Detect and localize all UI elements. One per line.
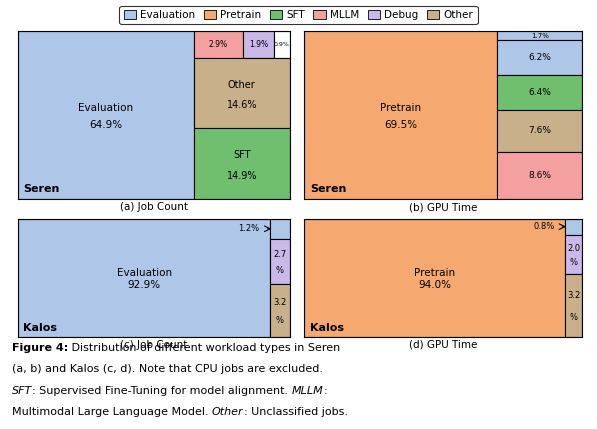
Text: 6.4%: 6.4%	[528, 88, 551, 97]
Text: 1.9%: 1.9%	[249, 40, 268, 49]
Text: 64.9%: 64.9%	[90, 120, 122, 130]
Text: 2.7: 2.7	[273, 250, 287, 259]
Text: Pretrain: Pretrain	[380, 103, 421, 113]
X-axis label: (d) GPU Time: (d) GPU Time	[409, 339, 478, 350]
Bar	[304, 31, 497, 199]
Text: Other: Other	[212, 408, 244, 417]
Text: 3.2: 3.2	[273, 298, 287, 307]
Text: 8.6%: 8.6%	[528, 171, 551, 180]
Text: :: :	[324, 386, 327, 396]
Text: SFT: SFT	[12, 386, 32, 396]
X-axis label: (c) Job Count: (c) Job Count	[120, 339, 187, 350]
Bar	[243, 31, 275, 58]
Legend: Evaluation, Pretrain, SFT, MLLM, Debug, Other: Evaluation, Pretrain, SFT, MLLM, Debug, …	[119, 6, 478, 24]
Text: 14.6%: 14.6%	[227, 100, 257, 110]
Text: Kalos: Kalos	[310, 323, 344, 333]
Bar	[565, 274, 582, 337]
Text: %: %	[276, 316, 284, 325]
Text: 14.9%: 14.9%	[227, 171, 257, 181]
Text: %: %	[570, 257, 578, 266]
Text: 6.2%: 6.2%	[528, 53, 551, 62]
Text: 0.9%: 0.9%	[274, 42, 290, 47]
Text: : Supervised Fine-Tuning for model alignment.: : Supervised Fine-Tuning for model align…	[32, 386, 292, 396]
X-axis label: (a) Job Count: (a) Job Count	[120, 202, 187, 212]
Text: Seren: Seren	[23, 184, 60, 194]
Bar	[497, 152, 582, 199]
Bar	[270, 284, 290, 337]
Text: 7.6%: 7.6%	[528, 127, 551, 136]
Text: 0.8%: 0.8%	[533, 222, 554, 231]
Text: 3.2: 3.2	[567, 291, 580, 300]
Bar	[497, 110, 582, 152]
Text: Multimodal Large Language Model.: Multimodal Large Language Model.	[12, 408, 212, 417]
Text: Other: Other	[228, 80, 256, 90]
Text: 69.5%: 69.5%	[384, 120, 417, 130]
Bar	[497, 75, 582, 110]
Text: %: %	[570, 314, 578, 322]
Bar	[18, 31, 194, 199]
Text: : Unclassified jobs.: : Unclassified jobs.	[244, 408, 347, 417]
X-axis label: (b) GPU Time: (b) GPU Time	[409, 202, 478, 212]
Text: Figure 4:: Figure 4:	[12, 342, 68, 353]
Text: 1.2%: 1.2%	[238, 224, 259, 233]
Text: Evaluation: Evaluation	[116, 268, 172, 278]
Text: MLLM: MLLM	[292, 386, 324, 396]
Text: 1.7%: 1.7%	[531, 33, 549, 39]
Text: 94.0%: 94.0%	[418, 280, 451, 290]
Text: Seren: Seren	[310, 184, 346, 194]
Bar	[497, 31, 582, 40]
Text: %: %	[276, 266, 284, 275]
Bar	[565, 235, 582, 274]
Text: Evaluation: Evaluation	[78, 103, 134, 113]
Bar	[270, 239, 290, 284]
Bar	[275, 31, 290, 58]
Text: Distribution of different workload types in Seren: Distribution of different workload types…	[68, 342, 340, 353]
Text: (a, b) and Kalos (c, d). Note that CPU jobs are excluded.: (a, b) and Kalos (c, d). Note that CPU j…	[12, 364, 323, 374]
Text: 92.9%: 92.9%	[128, 280, 161, 290]
Bar	[194, 31, 243, 58]
Text: Pretrain: Pretrain	[414, 268, 456, 278]
Text: 2.0: 2.0	[567, 244, 580, 253]
Bar	[194, 58, 290, 128]
Bar	[565, 219, 582, 235]
Text: SFT: SFT	[233, 151, 251, 160]
Text: Kalos: Kalos	[23, 323, 57, 333]
Bar	[194, 128, 290, 199]
Bar	[270, 219, 290, 239]
Text: 2.9%: 2.9%	[209, 40, 228, 49]
Bar	[497, 40, 582, 75]
